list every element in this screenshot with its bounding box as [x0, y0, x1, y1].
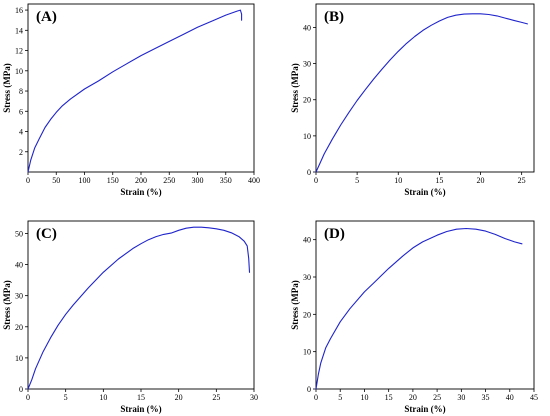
- x-axis-title: Strain (%): [404, 404, 445, 414]
- y-axis-title: Stress (MPa): [290, 280, 300, 330]
- x-tick-label: 30: [457, 393, 465, 402]
- y-tick-label: 30: [303, 273, 311, 282]
- x-tick-label: 5: [338, 393, 342, 402]
- panel-letter: (C): [36, 226, 57, 242]
- panel-letter: (B): [324, 9, 344, 25]
- x-tick-label: 150: [107, 176, 119, 185]
- y-axis-title: Stress (MPa): [2, 63, 12, 113]
- x-tick-label: 40: [506, 393, 514, 402]
- x-tick-label: 100: [79, 176, 91, 185]
- stress-strain-curve: [27, 226, 251, 390]
- x-tick-label: 0: [314, 176, 318, 185]
- y-tick-label: 30: [303, 60, 311, 69]
- y-tick-label: 0: [307, 385, 311, 394]
- y-tick-label: 10: [15, 67, 23, 76]
- panel-letter: (A): [36, 9, 57, 25]
- y-tick-label: 20: [15, 323, 23, 332]
- y-tick-label: 6: [19, 107, 23, 116]
- y-tick-label: 40: [303, 236, 311, 245]
- plot-frame: [27, 220, 255, 390]
- y-tick-label: 40: [15, 261, 23, 270]
- x-tick-label: 10: [394, 176, 402, 185]
- y-axis-title: Stress (MPa): [290, 63, 300, 113]
- y-tick-label: 0: [19, 385, 23, 394]
- x-tick-label: 5: [355, 176, 359, 185]
- stress-strain-curve: [27, 9, 243, 173]
- plot-frame: [315, 220, 535, 390]
- plot-frame: [27, 3, 255, 173]
- x-tick-label: 45: [530, 393, 538, 402]
- x-tick-label: 350: [220, 176, 232, 185]
- x-tick-label: 30: [250, 393, 258, 402]
- x-tick-label: 200: [135, 176, 147, 185]
- x-axis-title: Strain (%): [120, 187, 161, 197]
- x-tick-label: 300: [192, 176, 204, 185]
- panel-letter: (D): [324, 226, 345, 242]
- x-tick-label: 0: [314, 393, 318, 402]
- x-tick-label: 25: [433, 393, 441, 402]
- y-tick-label: 16: [15, 6, 23, 15]
- y-tick-label: 0: [307, 168, 311, 177]
- x-tick-label: 400: [248, 176, 260, 185]
- x-tick-label: 15: [385, 393, 393, 402]
- x-tick-label: 20: [409, 393, 417, 402]
- x-tick-label: 0: [26, 393, 30, 402]
- chart-panel: 0 50 100 150 200 250 300 350 400 2 4 6 8 10 12 14 16 Stra…: [2, 3, 260, 197]
- x-tick-label: 15: [137, 393, 145, 402]
- y-tick-label: 14: [15, 26, 23, 35]
- stress-strain-curve: [315, 227, 523, 390]
- x-tick-label: 10: [99, 393, 107, 402]
- x-tick-label: 20: [175, 393, 183, 402]
- x-tick-label: 50: [52, 176, 60, 185]
- x-tick-label: 35: [482, 393, 490, 402]
- y-tick-label: 8: [19, 87, 23, 96]
- y-tick-label: 40: [303, 23, 311, 32]
- y-tick-label: 10: [15, 354, 23, 363]
- y-tick-label: 4: [19, 128, 23, 137]
- x-tick-label: 250: [163, 176, 175, 185]
- x-tick-label: 10: [360, 393, 368, 402]
- y-tick-label: 20: [303, 96, 311, 105]
- x-tick-label: 25: [212, 393, 220, 402]
- stress-strain-curve: [315, 13, 528, 173]
- chart-panel: 0 5 10 15 20 25 0 10 20 30 40 Strain (%) Stress (MPa…: [290, 3, 535, 197]
- x-tick-label: 5: [64, 393, 68, 402]
- y-tick-label: 12: [15, 47, 23, 56]
- y-tick-label: 50: [15, 229, 23, 238]
- x-tick-label: 25: [518, 176, 526, 185]
- y-tick-label: 10: [303, 132, 311, 141]
- y-tick-label: 30: [15, 292, 23, 301]
- x-tick-label: 20: [477, 176, 485, 185]
- chart-panel: 0 5 10 15 20 25 30 0 10 20 30 40 50 Strain (%) Stress …: [2, 220, 258, 414]
- y-tick-label: 20: [303, 310, 311, 319]
- x-tick-label: 15: [435, 176, 443, 185]
- chart-panel: 0 5 10 15 20 25 30 35 40 45 0 10 20 30 40 Strain (%) Str…: [290, 220, 538, 414]
- x-axis-title: Strain (%): [120, 404, 161, 414]
- x-axis-title: Strain (%): [404, 187, 445, 197]
- y-axis-title: Stress (MPa): [2, 280, 12, 330]
- y-tick-label: 2: [19, 148, 23, 157]
- plot-frame: [315, 3, 535, 173]
- x-tick-label: 0: [26, 176, 30, 185]
- y-tick-label: 10: [303, 348, 311, 357]
